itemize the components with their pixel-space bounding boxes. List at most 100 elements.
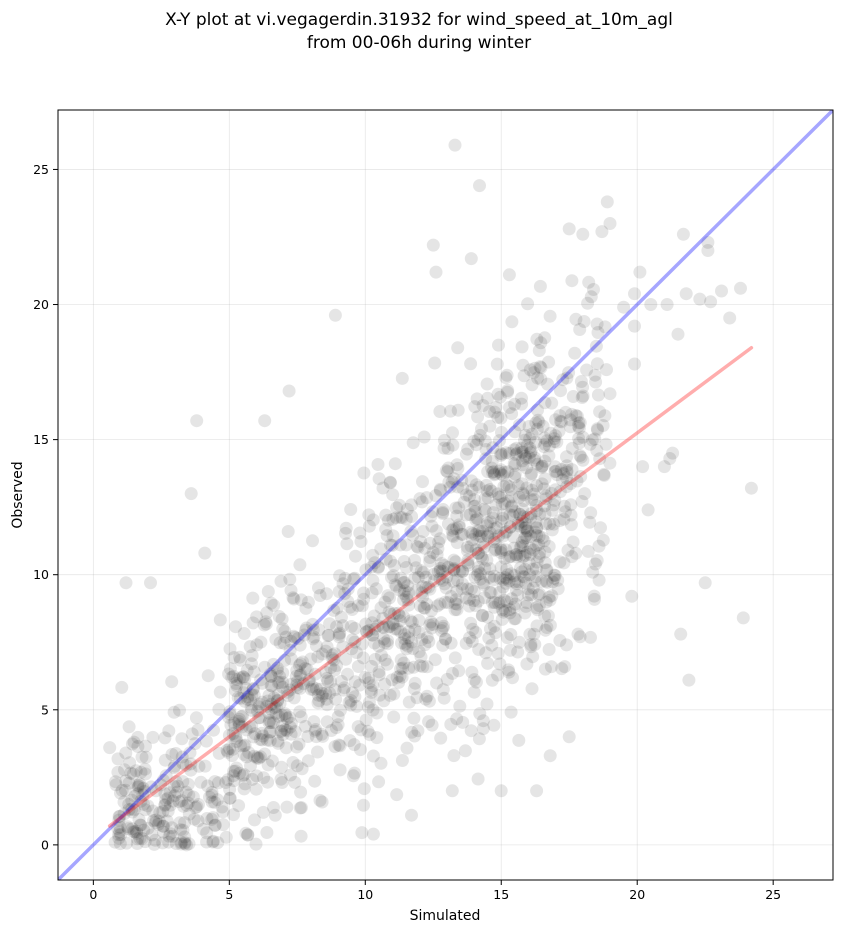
- scatter-point: [560, 450, 573, 464]
- scatter-point: [271, 676, 285, 690]
- scatter-point: [494, 560, 508, 574]
- scatter-point: [374, 601, 388, 615]
- scatter-point: [222, 728, 236, 742]
- scatter-point: [301, 730, 315, 743]
- scatter-point: [152, 814, 166, 828]
- scatter-point: [359, 563, 373, 577]
- scatter-point: [377, 694, 391, 708]
- scatter-point: [459, 447, 473, 461]
- scatter-point: [484, 515, 497, 529]
- scatter-point: [489, 542, 503, 556]
- scatter-point: [451, 461, 465, 475]
- scatter-point: [569, 409, 583, 422]
- scatter-point: [278, 653, 292, 667]
- scatter-point: [505, 499, 519, 513]
- scatter-point: [216, 818, 230, 832]
- scatter-point: [436, 683, 450, 697]
- scatter-point: [298, 662, 312, 675]
- scatter-point: [487, 573, 501, 587]
- scatter-point: [250, 750, 264, 764]
- scatter-point: [574, 450, 588, 464]
- scatter-point: [372, 639, 386, 653]
- scatter-point: [262, 716, 276, 730]
- scatter-point: [569, 312, 583, 326]
- scatter-point: [494, 542, 507, 555]
- scatter-point: [473, 707, 487, 721]
- scatter-point: [382, 605, 396, 619]
- scatter-point: [307, 683, 321, 697]
- scatter-point: [358, 670, 372, 684]
- scatter-point: [544, 426, 558, 440]
- scatter-point: [346, 633, 360, 647]
- scatter-point: [237, 768, 251, 782]
- scatter-point: [246, 591, 260, 605]
- scatter-point: [483, 562, 497, 576]
- scatter-point: [492, 338, 505, 352]
- scatter-point: [125, 802, 139, 816]
- scatter-point: [128, 789, 142, 803]
- scatter-point: [508, 458, 522, 472]
- scatter-point: [122, 776, 136, 790]
- scatter-point: [165, 675, 179, 689]
- scatter-point: [279, 741, 293, 755]
- scatter-point: [323, 686, 336, 700]
- scatter-point: [539, 489, 553, 503]
- scatter-point: [503, 606, 517, 620]
- scatter-point: [247, 730, 260, 744]
- scatter-point: [671, 327, 685, 341]
- scatter-point: [470, 392, 484, 406]
- scatter-point: [377, 621, 390, 635]
- scatter-point: [185, 727, 199, 741]
- scatter-point: [348, 571, 362, 585]
- scatter-point: [495, 447, 509, 461]
- scatter-point: [419, 692, 433, 706]
- scatter-point: [416, 590, 430, 604]
- scatter-point: [633, 265, 647, 279]
- scatter-point: [232, 714, 245, 728]
- scatter-point: [415, 586, 429, 600]
- scatter-point: [351, 720, 365, 734]
- scatter-point: [366, 548, 380, 562]
- scatter-point: [451, 341, 465, 355]
- scatter-point: [119, 576, 133, 590]
- scatter-point: [294, 829, 308, 843]
- scatter-point: [247, 749, 261, 763]
- scatter-point: [496, 573, 510, 587]
- scatter-point: [312, 694, 326, 708]
- scatter-point: [440, 465, 454, 479]
- scatter-point: [452, 520, 466, 534]
- scatter-point: [246, 683, 260, 696]
- scatter-point: [165, 821, 179, 835]
- scatter-point: [466, 527, 480, 541]
- scatter-point: [481, 391, 495, 405]
- scatter-point: [340, 537, 354, 551]
- scatter-point: [538, 499, 551, 513]
- scatter-point: [596, 533, 610, 547]
- scatter-point: [515, 535, 529, 549]
- scatter-point: [103, 741, 117, 755]
- scatter-point: [276, 622, 290, 636]
- scatter-point: [306, 632, 320, 646]
- scatter-point: [361, 700, 375, 714]
- scatter-point: [381, 589, 395, 603]
- scatter-point: [436, 621, 450, 635]
- scatter-point: [141, 821, 155, 835]
- scatter-point: [182, 807, 196, 821]
- scatter-point: [232, 712, 246, 726]
- scatter-point: [528, 361, 542, 375]
- scatter-point: [372, 472, 386, 486]
- scatter-point: [416, 660, 430, 674]
- scatter-point: [427, 574, 441, 588]
- scatter-point: [467, 594, 481, 608]
- scatter-point: [354, 743, 367, 757]
- scatter-point: [166, 829, 180, 843]
- scatter-point: [440, 672, 454, 686]
- scatter-point: [541, 609, 555, 623]
- scatter-point: [320, 587, 333, 601]
- scatter-point: [308, 724, 322, 738]
- scatter-point: [473, 567, 487, 581]
- scatter-point: [529, 570, 543, 584]
- scatter-point: [599, 437, 613, 451]
- scatter-point: [490, 357, 504, 371]
- scatter-point: [468, 499, 482, 513]
